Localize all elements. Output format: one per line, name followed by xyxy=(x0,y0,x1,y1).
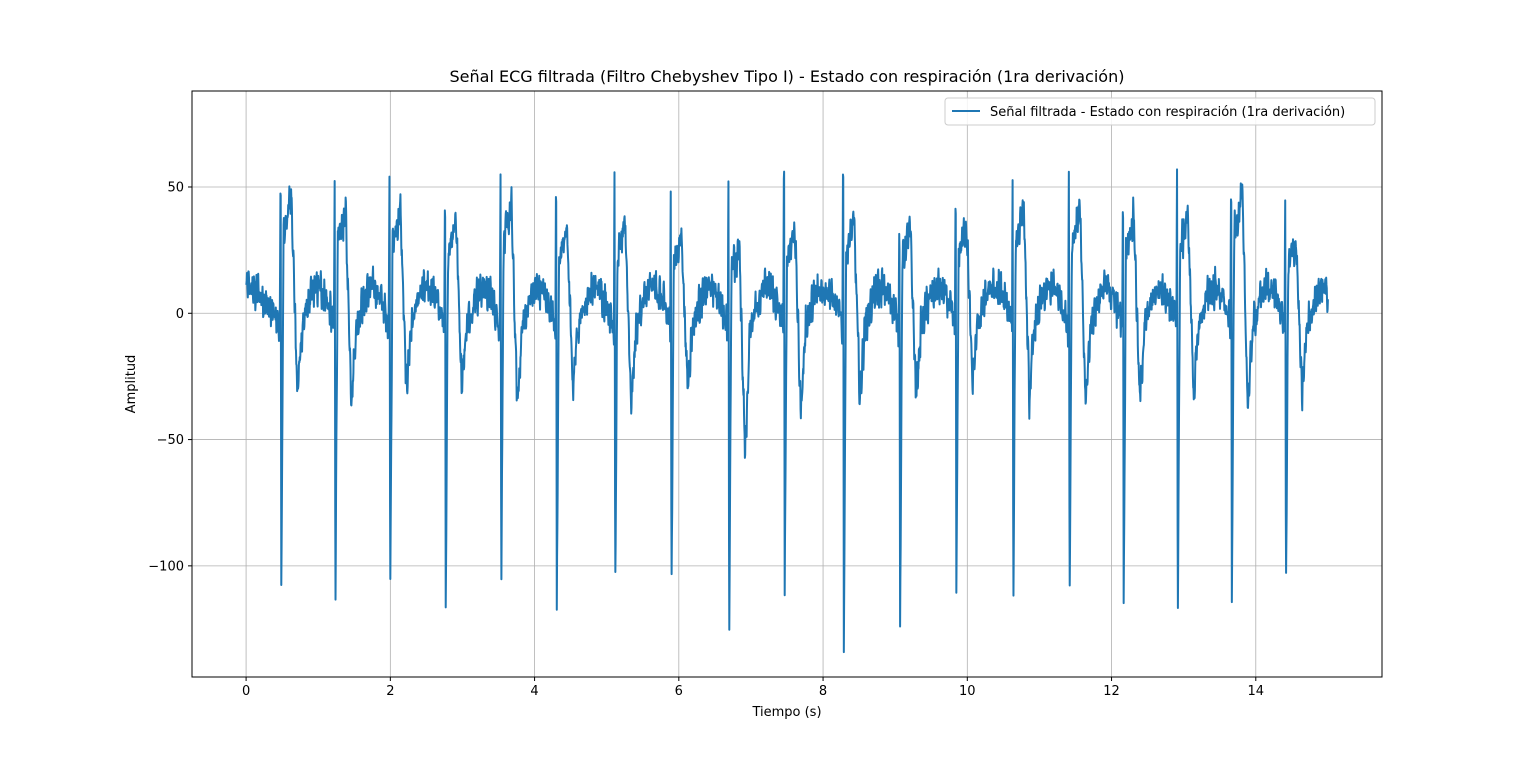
legend-box xyxy=(944,97,1376,126)
legend: Señal filtrada - Estado con respiración … xyxy=(944,97,1376,126)
y-tick-label: 0 xyxy=(176,307,184,322)
chart-title: Señal ECG filtrada (Filtro Chebyshev Tip… xyxy=(450,67,1125,86)
y-tick-label: −50 xyxy=(157,433,184,448)
y-axis-label: Amplitud xyxy=(124,355,139,414)
x-tick-label: 6 xyxy=(675,684,683,699)
y-tick-label: −100 xyxy=(148,559,184,574)
x-tick-label: 2 xyxy=(386,684,394,699)
plot-area xyxy=(245,168,1329,654)
x-tick-label: 14 xyxy=(1248,684,1265,699)
x-tick-label: 8 xyxy=(819,684,827,699)
x-tick-label: 0 xyxy=(242,684,250,699)
x-tick-label: 10 xyxy=(959,684,976,699)
y-axis-ticks: 50 0 −50 −100 xyxy=(148,180,192,574)
ecg-series-line xyxy=(245,168,1329,654)
plot-frame xyxy=(191,90,1383,678)
x-tick-label: 4 xyxy=(530,684,538,699)
y-tick-label: 50 xyxy=(167,180,184,195)
legend-label: Señal filtrada - Estado con respiración … xyxy=(990,105,1345,120)
x-axis-label: Tiempo (s) xyxy=(751,705,821,720)
x-axis-ticks: 0 2 4 6 8 10 12 14 xyxy=(242,677,1264,699)
x-tick-label: 12 xyxy=(1103,684,1120,699)
